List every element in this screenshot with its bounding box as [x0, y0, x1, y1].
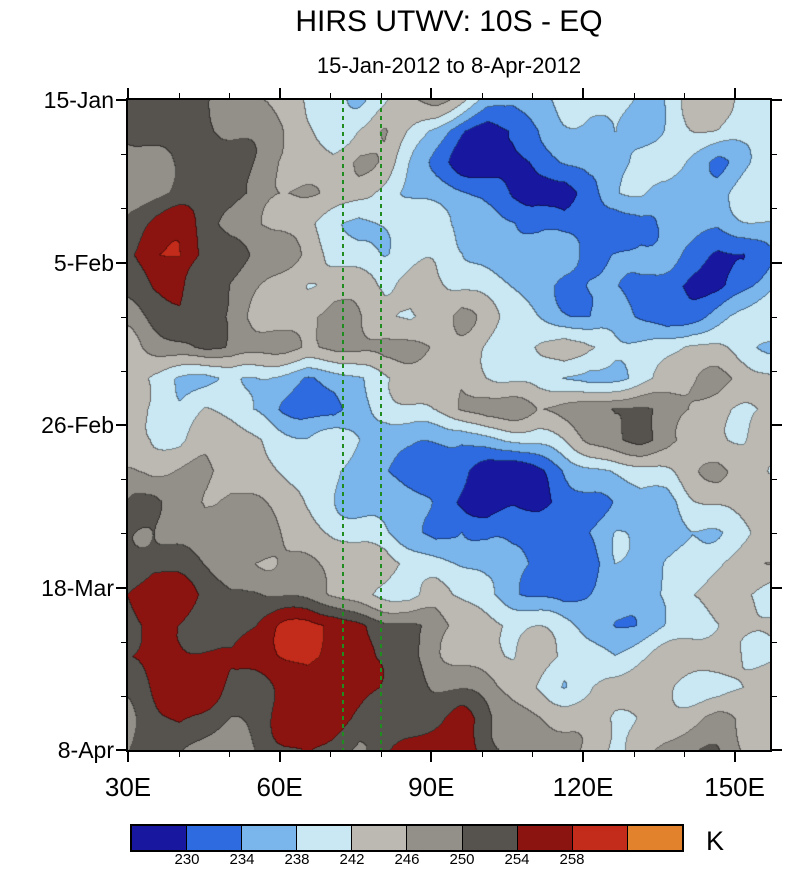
colorbar-tick-label: 246	[394, 851, 420, 868]
colorbar-cell	[462, 826, 518, 850]
y-tick-label: 5-Feb	[53, 249, 114, 276]
axis-tick	[772, 316, 777, 318]
heatmap-plot	[126, 98, 772, 752]
axis-tick	[430, 752, 433, 762]
axis-tick	[481, 93, 483, 98]
chart-title: HIRS UTWV: 10S - EQ	[295, 5, 603, 38]
axis-tick	[380, 93, 382, 98]
axis-tick	[772, 208, 777, 210]
colorbar-cell	[352, 826, 408, 850]
axis-tick	[121, 641, 126, 643]
colorbar-unit-label: K	[706, 826, 725, 856]
axis-tick	[772, 424, 782, 426]
axis-tick	[121, 154, 126, 156]
axis-tick	[116, 424, 126, 426]
axis-tick	[330, 93, 332, 98]
axis-tick	[121, 370, 126, 372]
axis-tick	[330, 752, 332, 757]
axis-tick	[121, 695, 126, 697]
heatmap-canvas	[128, 100, 770, 750]
axis-tick	[772, 479, 777, 481]
axis-tick	[229, 93, 231, 98]
reference-line	[379, 100, 382, 750]
axis-tick	[481, 752, 483, 757]
axis-tick	[430, 88, 433, 98]
colorbar-tick-label: 234	[229, 851, 255, 868]
axis-tick	[772, 695, 777, 697]
axis-tick	[127, 752, 129, 762]
colorbar-cell	[627, 826, 682, 850]
axis-tick	[772, 154, 777, 156]
chart-subtitle: 15-Jan-2012 to 8-Apr-2012	[316, 53, 582, 78]
colorbar-tick-label: 254	[504, 851, 530, 868]
axis-tick	[116, 99, 126, 101]
axis-tick	[772, 641, 777, 643]
colorbar-tick-label: 258	[559, 851, 585, 868]
axis-tick	[772, 586, 782, 589]
axis-tick	[532, 752, 534, 757]
axis-tick	[772, 370, 777, 372]
axis-tick	[116, 749, 126, 751]
axis-tick	[581, 752, 584, 762]
x-tick-label: 60E	[256, 772, 303, 802]
axis-tick	[532, 93, 534, 98]
axis-tick	[116, 261, 126, 264]
axis-tick	[380, 752, 382, 757]
y-tick-label: 18-Mar	[41, 574, 114, 601]
axis-tick	[772, 749, 782, 751]
axis-tick	[733, 88, 736, 98]
axis-tick	[127, 88, 129, 98]
y-tick-label: 8-Apr	[57, 737, 114, 763]
axis-tick	[229, 752, 231, 757]
axis-tick	[772, 99, 782, 101]
axis-tick	[178, 93, 180, 98]
colorbar-cell	[132, 826, 188, 850]
x-tick-label: 150E	[704, 772, 765, 802]
colorbar-cell	[187, 826, 243, 850]
axis-tick	[278, 752, 281, 762]
colorbar-tick-label: 230	[174, 851, 200, 868]
axis-tick	[121, 316, 126, 318]
axis-tick	[633, 93, 635, 98]
colorbar-tick-label: 250	[449, 851, 475, 868]
axis-tick	[121, 533, 126, 535]
x-tick-label: 90E	[408, 772, 455, 802]
axis-tick	[116, 586, 126, 589]
axis-tick	[684, 93, 686, 98]
colorbar-tick-label: 238	[284, 851, 310, 868]
axis-tick	[121, 208, 126, 210]
axis-tick	[772, 261, 782, 264]
reference-line	[341, 100, 344, 750]
x-tick-label: 120E	[552, 772, 614, 802]
axis-tick	[581, 88, 584, 98]
y-tick-label: 26-Feb	[41, 412, 114, 438]
axis-tick	[684, 752, 686, 757]
colorbar-cell	[572, 826, 628, 850]
x-tick-label: 30E	[104, 772, 152, 802]
axis-tick	[121, 479, 126, 481]
colorbar-cell	[407, 826, 463, 850]
colorbar-tick-label: 242	[339, 851, 365, 868]
colorbar-cell	[297, 826, 353, 850]
y-tick-label: 15-Jan	[43, 87, 114, 113]
colorbar-cell	[517, 826, 573, 850]
axis-tick	[178, 752, 180, 757]
axis-tick	[278, 88, 281, 98]
axis-tick	[633, 752, 635, 757]
colorbar-cell	[242, 826, 298, 850]
axis-tick	[772, 533, 777, 535]
axis-tick	[733, 752, 736, 762]
colorbar	[130, 824, 684, 852]
